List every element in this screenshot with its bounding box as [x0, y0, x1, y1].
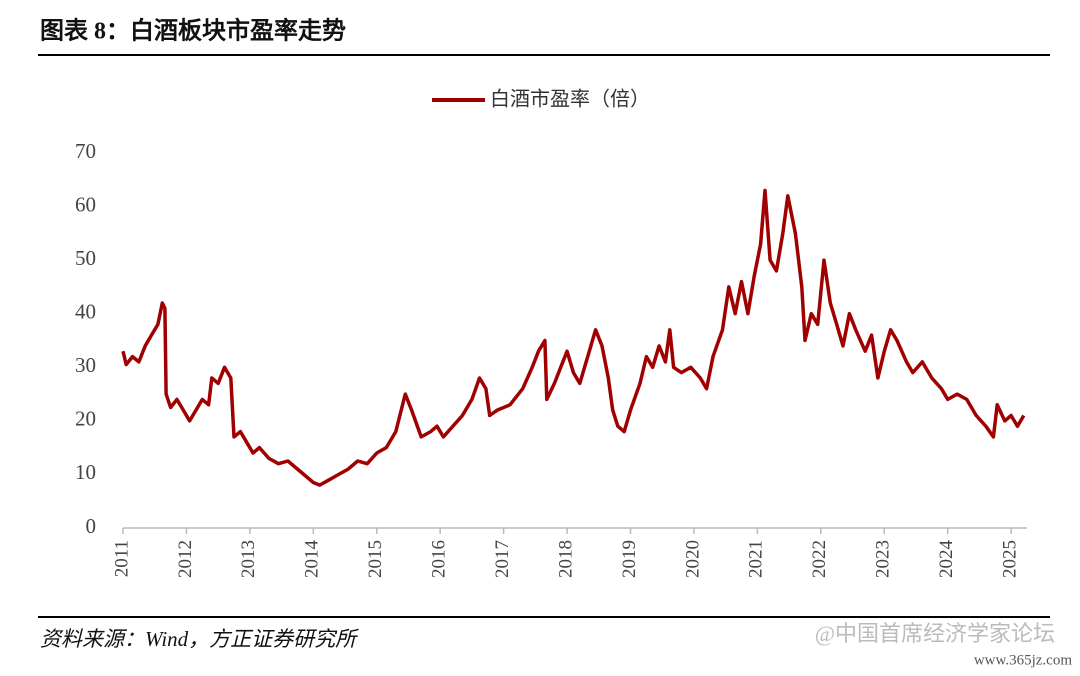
x-tick-label: 2025: [999, 540, 1020, 578]
line-series: [121, 188, 1026, 487]
x-tick-label: 2023: [873, 540, 894, 578]
watermark-url: www.365jz.com: [974, 652, 1073, 668]
x-tick-label: 2014: [302, 540, 323, 579]
y-tick-label: 50: [75, 246, 96, 270]
x-tick-label: 2022: [809, 540, 830, 578]
watermark: @中国首席经济学家论坛: [815, 621, 1055, 646]
y-tick-label: 30: [75, 353, 96, 377]
x-tick-label: 2011: [111, 540, 132, 577]
y-tick-label: 0: [86, 514, 97, 538]
x-tick-label: 2020: [682, 540, 703, 578]
y-tick-label: 60: [75, 192, 96, 216]
y-tick-label: 20: [75, 407, 96, 431]
x-tick-label: 2015: [365, 540, 386, 578]
source: 资料来源：Wind，方正证券研究所: [40, 627, 359, 651]
x-tick-label: 2021: [746, 540, 767, 578]
x-tick-label: 2012: [175, 540, 196, 578]
y-tick-label: 40: [75, 300, 96, 324]
y-tick-label: 10: [75, 460, 96, 484]
x-tick-label: 2017: [492, 540, 513, 578]
x-tick-label: 2013: [238, 540, 259, 578]
legend-label: 白酒市盈率（倍）: [490, 88, 650, 111]
x-tick-label: 2019: [619, 540, 640, 578]
x-tick-label: 2018: [555, 540, 576, 578]
y-tick-label: 70: [75, 139, 96, 163]
x-tick-label: 2016: [429, 540, 450, 578]
chart-title: 图表 8：白酒板块市盈率走势: [40, 17, 346, 45]
x-tick-label: 2024: [936, 540, 957, 579]
